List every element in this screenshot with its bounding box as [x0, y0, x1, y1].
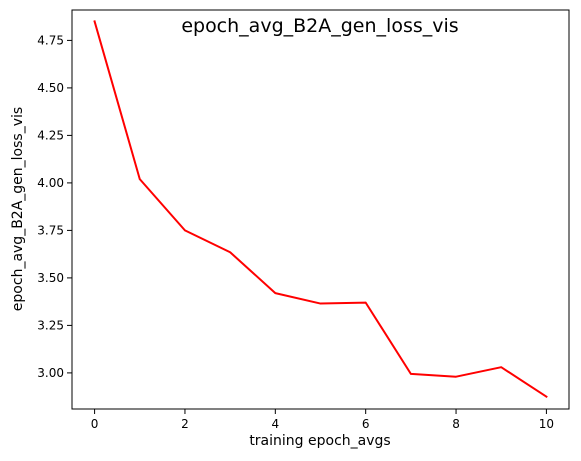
x-tick-label: 0	[91, 417, 99, 431]
x-tick-label: 8	[452, 417, 460, 431]
data-point	[274, 292, 277, 294]
x-axis: 0 2 4 6 8 10	[91, 409, 554, 431]
chart-title: epoch_avg_B2A_gen_loss_vis	[181, 15, 458, 37]
x-tick-label: 6	[362, 417, 370, 431]
plot-background	[72, 10, 569, 409]
x-axis-label: training epoch_avgs	[249, 433, 390, 449]
y-tick-label: 3.50	[37, 271, 64, 285]
y-axis-label: epoch_avg_B2A_gen_loss_vis	[10, 107, 26, 311]
plot-frame	[71, 9, 570, 410]
data-point	[229, 251, 231, 254]
data-point	[455, 375, 457, 378]
x-tick-label: 10	[539, 417, 554, 431]
y-tick-label: 3.25	[37, 318, 64, 332]
series-layer	[93, 20, 548, 399]
data-point	[410, 373, 412, 375]
data-point	[500, 366, 503, 369]
y-axis: 3.00 3.25 3.50 3.75 4.00 4.25 4.50 4.75	[37, 33, 72, 380]
y-tick-label: 4.00	[37, 176, 64, 190]
data-point	[364, 301, 367, 304]
x-tick-label: 4	[271, 417, 279, 431]
y-tick-label: 3.00	[37, 366, 64, 380]
y-tick-label: 4.25	[37, 128, 64, 142]
data-point	[545, 395, 548, 398]
data-point	[184, 229, 186, 232]
data-point	[319, 302, 322, 305]
data-point	[138, 178, 141, 180]
data-point	[93, 20, 96, 23]
y-tick-label: 4.75	[37, 33, 64, 47]
y-tick-label: 3.75	[37, 223, 64, 237]
x-tick-label: 2	[181, 417, 189, 431]
y-tick-label: 4.50	[37, 81, 64, 95]
